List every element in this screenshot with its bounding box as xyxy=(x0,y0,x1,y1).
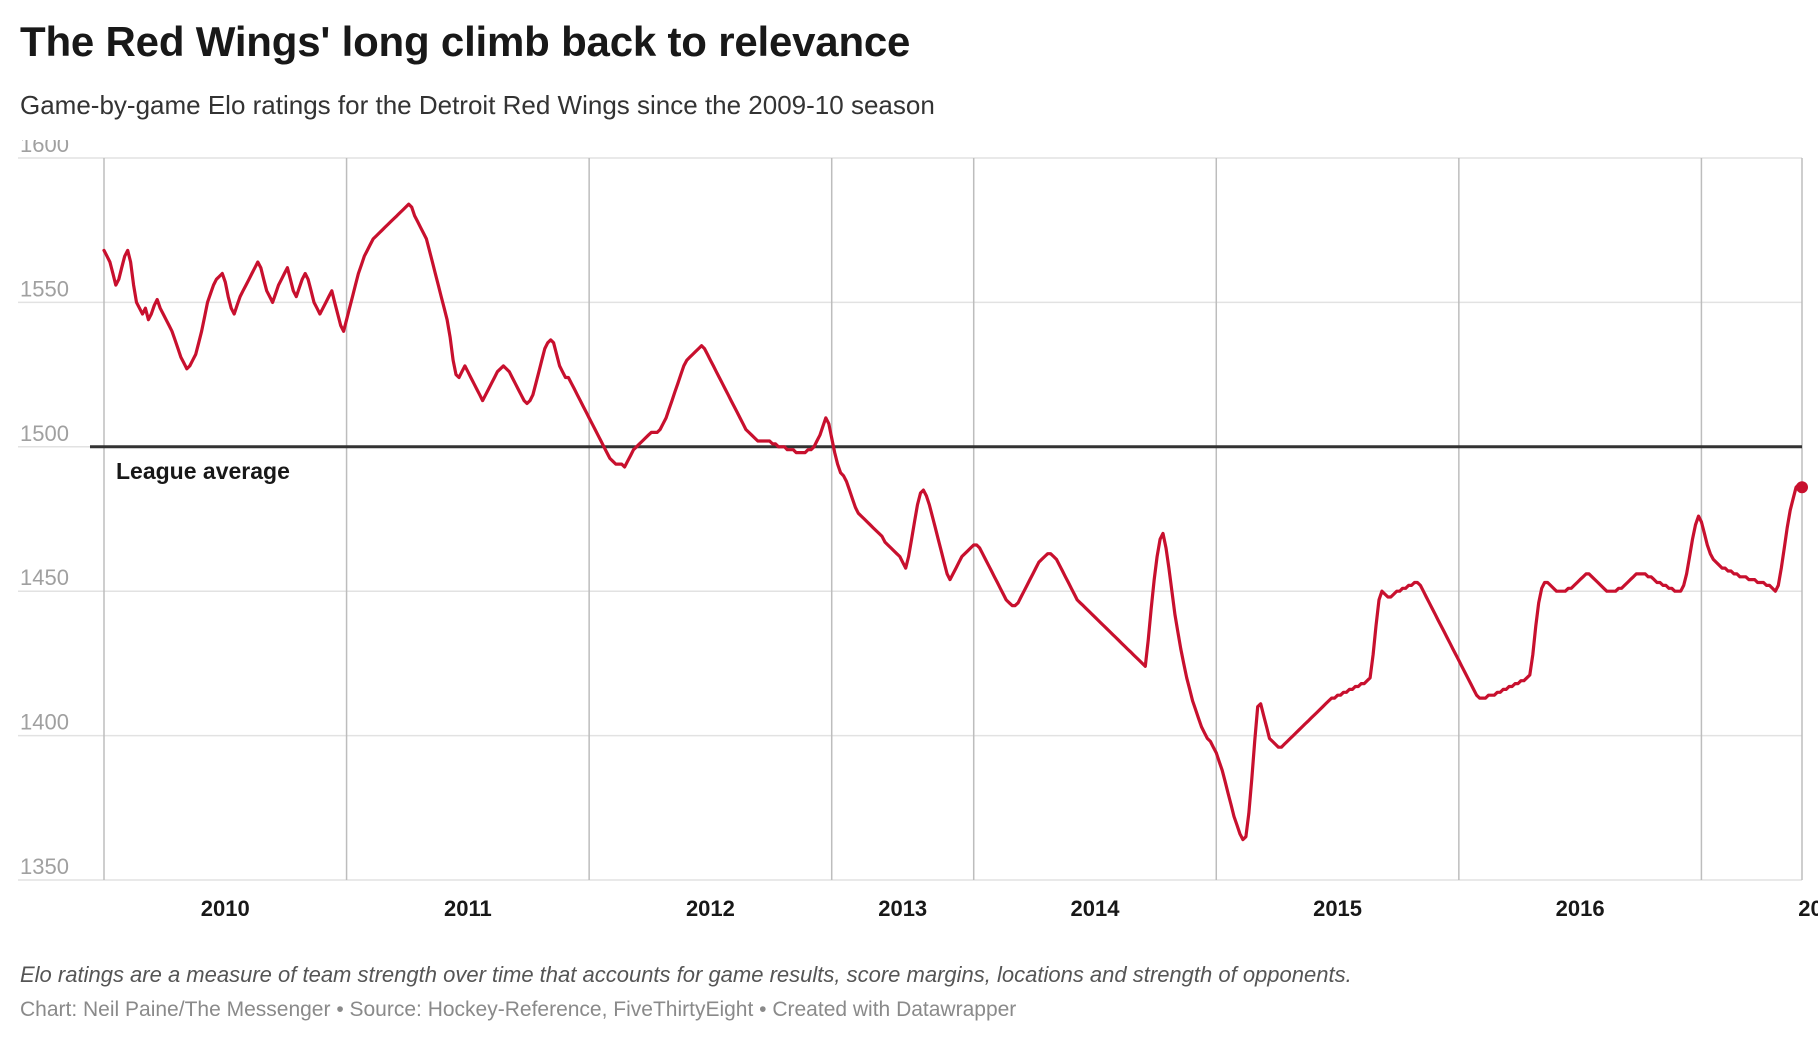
latest-value-dot xyxy=(1796,481,1808,494)
x-axis-season-labels: 2010201120122013201420152016201720182019… xyxy=(201,896,1818,921)
y-tick-1450: 1450 xyxy=(20,565,69,590)
x-tick-2013: 2013 xyxy=(878,896,927,921)
elo-line-chart: 1600 1550 1500 1450 1400 1350 2010 2011 2012 201… xyxy=(18,140,1818,921)
credits-line: Chart: Neil Paine/The Messenger • Source… xyxy=(20,998,1017,1021)
y-tick-1400: 1400 xyxy=(20,710,69,735)
footnote: Elo ratings are a measure of team streng… xyxy=(20,962,1352,987)
y-tick-1600: 1600 xyxy=(20,140,69,157)
y-tick-1550: 1550 xyxy=(20,276,69,301)
elo-series-line xyxy=(102,202,1804,842)
gridlines xyxy=(18,157,1802,881)
x-tick-2010: 2010 xyxy=(201,896,250,921)
x-tick-2016: 2016 xyxy=(1556,896,1605,921)
chart-title: The Red Wings' long climb back to releva… xyxy=(20,18,911,65)
x-tick-2014: 2014 xyxy=(1071,896,1121,921)
x-tick-2017: 2017 xyxy=(1798,896,1818,921)
y-tick-1350: 1350 xyxy=(20,854,69,879)
y-axis-ticks: 1600 1550 1500 1450 1400 1350 xyxy=(20,140,69,879)
y-tick-1500: 1500 xyxy=(20,421,69,446)
x-tick-2012: 2012 xyxy=(686,896,735,921)
x-tick-2011: 2011 xyxy=(444,896,492,921)
chart-subtitle: Game-by-game Elo ratings for the Detroit… xyxy=(20,90,935,120)
league-average-label: League average xyxy=(116,458,290,484)
x-tick-2015: 2015 xyxy=(1313,896,1362,921)
